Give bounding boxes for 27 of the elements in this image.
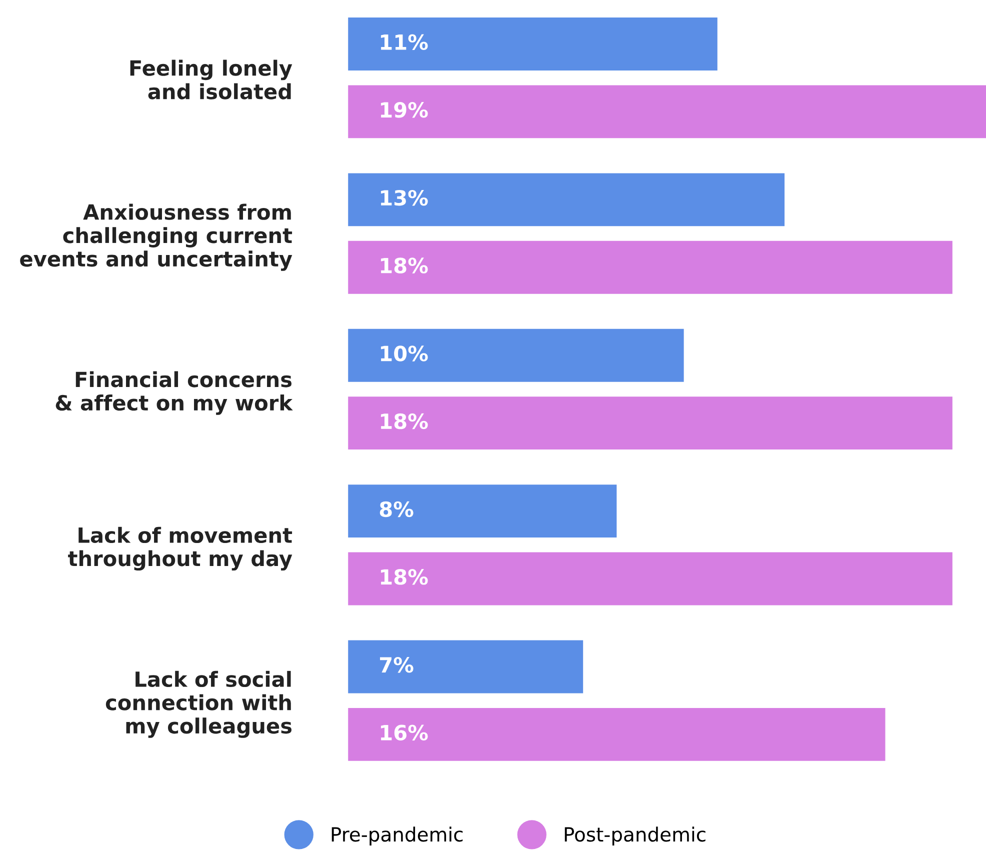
legend-label: Post-pandemic	[564, 826, 706, 846]
data-label: 18%	[380, 258, 428, 274]
data-label: 10%	[380, 346, 428, 362]
y-tick-label: Financial concerns & affect on my work	[56, 371, 293, 415]
y-tick-label: Lack of movement throughout my day	[68, 526, 292, 571]
bar	[348, 552, 952, 606]
bar	[348, 173, 785, 226]
bar	[348, 484, 617, 538]
bar	[348, 328, 684, 382]
y-tick-label: Lack of social connection with my colleagues	[106, 670, 292, 738]
y-tick-label: Anxiousness from challenging current events and uncertainty	[20, 204, 292, 271]
data-label: 13%	[380, 190, 428, 206]
data-label: 7%	[380, 657, 414, 673]
data-label: 18%	[380, 569, 428, 585]
data-label: 19%	[380, 102, 428, 118]
data-label: 8%	[380, 501, 414, 518]
bar	[348, 18, 718, 70]
data-label: 16%	[380, 724, 428, 740]
bar	[348, 85, 986, 138]
data-label: 11%	[380, 34, 428, 50]
bar	[348, 708, 886, 761]
legend-label: Pre-pandemic	[332, 826, 463, 846]
bar	[348, 396, 952, 450]
bar	[348, 240, 952, 294]
y-tick-label: Feeling lonely and isolated	[130, 60, 292, 100]
bar	[348, 640, 584, 694]
data-label: 18%	[380, 413, 428, 430]
